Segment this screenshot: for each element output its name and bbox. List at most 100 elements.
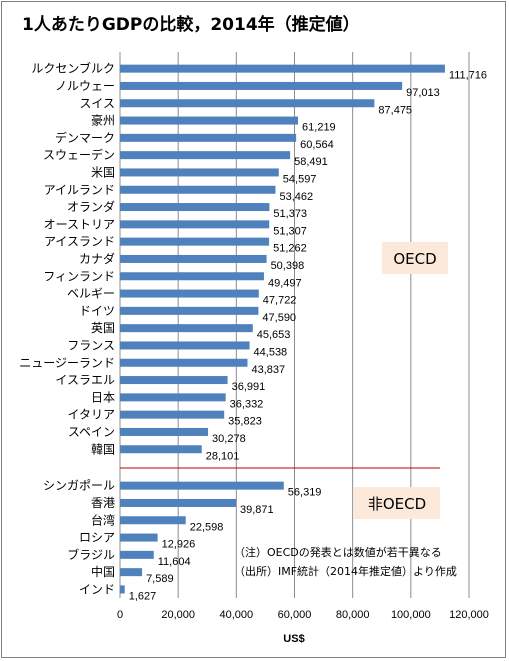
group-label: OECD bbox=[393, 250, 436, 268]
category-label: ブラジル bbox=[67, 547, 115, 562]
category-label: ノルウェー bbox=[55, 79, 115, 93]
category-label: スイス bbox=[79, 96, 115, 110]
category-label: カナダ bbox=[79, 251, 115, 266]
bar bbox=[120, 81, 403, 90]
data-label: 36,991 bbox=[232, 381, 266, 393]
category-label: イタリア bbox=[67, 408, 115, 422]
bar bbox=[120, 585, 125, 594]
data-label: 47,590 bbox=[262, 312, 296, 324]
note-text: （注）OECDの発表とは数値が若干異なる bbox=[234, 545, 442, 559]
category-label: アイルランド bbox=[44, 183, 115, 197]
bar bbox=[120, 427, 209, 436]
category-label: ベルギー bbox=[67, 287, 115, 301]
data-label: 97,013 bbox=[406, 87, 440, 99]
category-label: フィンランド bbox=[43, 269, 115, 283]
bar bbox=[120, 254, 267, 263]
category-label: 中国 bbox=[91, 564, 115, 579]
bar bbox=[120, 445, 202, 454]
bar bbox=[120, 550, 154, 559]
data-label: 7,589 bbox=[146, 573, 174, 585]
data-label: 45,653 bbox=[257, 329, 291, 341]
data-label: 22,598 bbox=[190, 521, 224, 533]
data-label: 61,219 bbox=[302, 122, 336, 134]
bar bbox=[120, 498, 236, 507]
x-tick-label: 0 bbox=[117, 609, 123, 621]
data-label: 51,307 bbox=[273, 225, 307, 237]
data-label: 51,373 bbox=[273, 208, 307, 220]
x-tick-label: 120,000 bbox=[449, 609, 489, 621]
bar bbox=[120, 516, 186, 525]
bar bbox=[120, 410, 225, 419]
x-tick-label: 80,000 bbox=[336, 609, 370, 621]
data-label: 58,491 bbox=[294, 156, 328, 168]
x-axis-ticks: 0 20,000 40,000 60,000 80,000 100,000 120,000 bbox=[117, 609, 489, 621]
data-label: 11,604 bbox=[158, 556, 191, 568]
group-label-box bbox=[382, 242, 448, 274]
note-text: （出所）IMF統計（2014年推定値）より作成 bbox=[234, 564, 457, 578]
category-label: ドイツ bbox=[79, 304, 115, 318]
data-label: 28,101 bbox=[206, 450, 240, 462]
group-labels: OECD 非OECD bbox=[354, 242, 448, 519]
x-tick-label: 60,000 bbox=[278, 609, 312, 621]
data-label: 111,716 bbox=[449, 70, 487, 82]
category-label: オランダ bbox=[67, 199, 115, 214]
category-label: 韓国 bbox=[91, 442, 115, 456]
data-label: 49,497 bbox=[268, 277, 302, 289]
data-label: 60,564 bbox=[300, 139, 334, 151]
category-label: スウェーデン bbox=[43, 147, 115, 162]
category-label: ロシア bbox=[79, 531, 115, 545]
category-label: インド bbox=[79, 582, 115, 596]
bar bbox=[120, 481, 284, 490]
bars: ルクセンブルク 111,716 ノルウェー 97,013 スイス 87,475 豪州 61,2… bbox=[19, 61, 487, 603]
category-label: 米国 bbox=[91, 165, 115, 179]
data-label: 36,332 bbox=[230, 398, 264, 410]
bar bbox=[120, 220, 270, 229]
bar bbox=[120, 568, 143, 577]
bar bbox=[120, 272, 264, 281]
category-label: 香港 bbox=[91, 496, 115, 510]
group-label-box bbox=[354, 487, 440, 519]
category-label: ニュージーランド bbox=[19, 356, 115, 370]
x-tick-label: 20,000 bbox=[161, 609, 195, 621]
x-tick-label: 40,000 bbox=[220, 609, 254, 621]
data-label: 54,597 bbox=[283, 173, 317, 185]
bar bbox=[120, 151, 291, 160]
chart-notes: （注）OECDの発表とは数値が若干異なる （出所）IMF統計（2014年推定値）よ… bbox=[234, 545, 457, 578]
bar bbox=[120, 358, 248, 367]
data-label: 56,319 bbox=[288, 487, 322, 499]
category-label: オーストリア bbox=[44, 217, 115, 231]
x-tick-label: 100,000 bbox=[391, 609, 431, 621]
bar bbox=[120, 341, 250, 350]
bar bbox=[120, 289, 259, 298]
data-label: 50,398 bbox=[271, 260, 305, 272]
category-label: 豪州 bbox=[91, 113, 115, 128]
data-label: 87,475 bbox=[378, 104, 412, 116]
x-axis-label: US$ bbox=[283, 633, 304, 645]
data-label: 44,538 bbox=[254, 346, 288, 358]
data-label: 39,871 bbox=[240, 504, 274, 516]
bar bbox=[120, 533, 158, 542]
chart-title: 1人あたりGDPの比較，2014年（推定値） bbox=[22, 14, 360, 35]
data-label: 12,926 bbox=[162, 539, 196, 551]
group-label: 非OECD bbox=[368, 495, 426, 513]
category-label: イスラエル bbox=[55, 373, 115, 387]
bar bbox=[120, 237, 270, 246]
bar bbox=[120, 324, 253, 333]
data-label: 43,837 bbox=[251, 364, 285, 376]
data-label: 30,278 bbox=[212, 433, 246, 445]
category-label: スペイン bbox=[68, 425, 115, 439]
bar bbox=[120, 376, 228, 385]
bar bbox=[120, 116, 299, 125]
bar bbox=[120, 203, 270, 212]
data-label: 53,462 bbox=[279, 191, 313, 203]
category-label: デンマーク bbox=[55, 130, 115, 145]
data-label: 35,823 bbox=[228, 416, 262, 428]
bar bbox=[120, 168, 279, 177]
bar bbox=[120, 306, 259, 315]
bar bbox=[120, 133, 297, 142]
category-label: 英国 bbox=[91, 321, 115, 335]
bar bbox=[120, 99, 375, 108]
category-label: アイスランド bbox=[44, 235, 115, 249]
